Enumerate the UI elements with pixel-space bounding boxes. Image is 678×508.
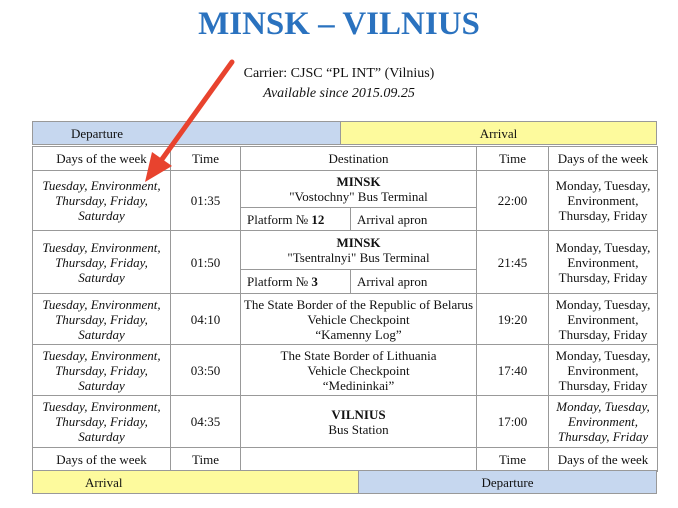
header-time-right: Time xyxy=(476,146,549,171)
arrival-time: 21:45 xyxy=(476,230,549,294)
destination-city: VILNIUS xyxy=(331,406,386,422)
arrival-days: Monday, Tuesday, Environment, Thursday, … xyxy=(548,344,658,396)
destination: MINSK "Vostochny" Bus Terminal xyxy=(240,170,477,208)
footer-time-right: Time xyxy=(476,447,549,472)
destination: MINSK "Tsentralnyi" Bus Terminal xyxy=(240,230,477,270)
arrival-time: 19:20 xyxy=(476,293,549,345)
arrival-time: 17:00 xyxy=(476,395,549,448)
platform: Platform № 12 xyxy=(240,207,351,231)
arrival-apron: Arrival apron xyxy=(350,269,477,294)
top-band-arrival: Arrival xyxy=(340,121,657,145)
arrival-days: Monday, Tuesday, Environment, Thursday, … xyxy=(548,170,658,231)
arrival-apron: Arrival apron xyxy=(350,207,477,231)
footer-days-left: Days of the week xyxy=(32,447,171,472)
destination-text: The State Border of Lithuania Vehicle Ch… xyxy=(280,347,437,393)
arrival-days: Monday, Tuesday, Environment, Thursday, … xyxy=(548,293,658,345)
destination: The State Border of Lithuania Vehicle Ch… xyxy=(240,344,477,396)
destination-text: The State Border of the Republic of Bela… xyxy=(243,296,474,342)
arrival-days: Monday, Tuesday, Environment, Thursday, … xyxy=(548,395,658,448)
departure-time: 03:50 xyxy=(170,344,241,396)
bottom-band-departure: Departure xyxy=(358,470,657,494)
band-label: Arrival xyxy=(479,126,518,141)
top-band-departure: Departure xyxy=(32,121,341,145)
destination-text: "Vostochny" Bus Terminal xyxy=(289,189,428,204)
band-label: Departure xyxy=(481,475,534,490)
footer-days-right: Days of the week xyxy=(548,447,658,472)
header-destination: Destination xyxy=(240,146,477,171)
platform-label: Platform № xyxy=(247,274,309,289)
arrival-time: 17:40 xyxy=(476,344,549,396)
carrier: Carrier: CJSC “PL INT” (Vilnius) xyxy=(243,66,435,81)
destination: The State Border of the Republic of Bela… xyxy=(240,293,477,345)
header-days-right: Days of the week xyxy=(548,146,658,171)
destination-city: MINSK xyxy=(336,174,381,189)
destination-city: MINSK xyxy=(336,235,381,250)
arrival-days: Monday, Tuesday, Environment, Thursday, … xyxy=(548,230,658,294)
platform-number: 3 xyxy=(311,274,318,289)
bottom-band-arrival: Arrival xyxy=(32,470,359,494)
platform-number: 12 xyxy=(311,211,325,227)
destination: VILNIUS Bus Station xyxy=(240,395,477,448)
destination-text: Bus Station xyxy=(328,421,389,437)
page-title: MINSK – VILNIUS xyxy=(198,6,480,42)
available-since: Available since 2015.09.25 xyxy=(263,86,415,101)
destination-text: "Tsentralnyi" Bus Terminal xyxy=(287,250,430,265)
departure-time: 01:50 xyxy=(170,230,241,294)
departure-days: Tuesday, Environment, Thursday, Friday, … xyxy=(32,230,171,294)
band-label: Arrival xyxy=(85,475,123,490)
header-days-left: Days of the week xyxy=(32,146,171,171)
header-time-left: Time xyxy=(170,146,241,171)
platform-label: Platform № xyxy=(247,211,309,227)
band-label: Departure xyxy=(71,126,123,141)
